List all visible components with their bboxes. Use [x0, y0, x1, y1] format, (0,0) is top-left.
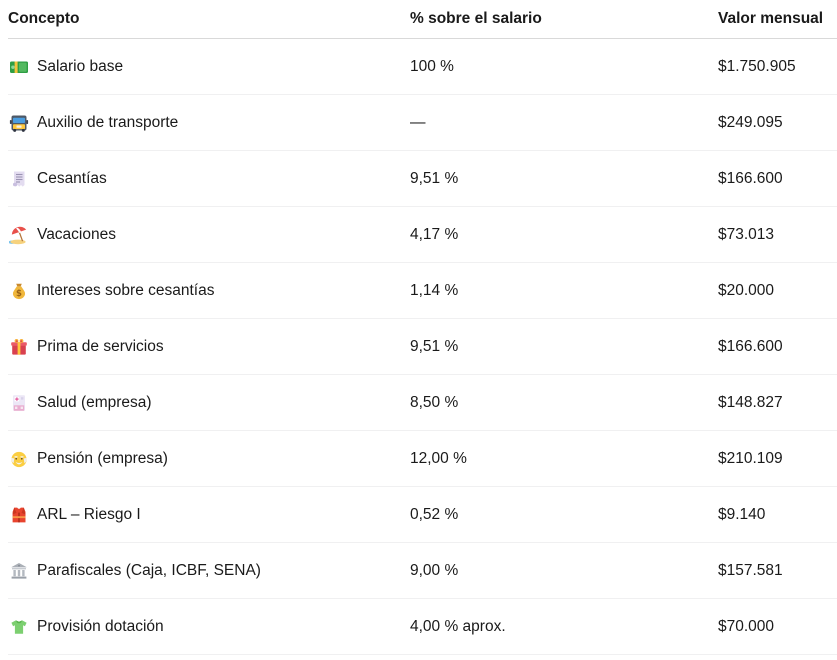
amount-value: $9.140	[718, 505, 766, 523]
percent-value: 4,17 %	[410, 225, 459, 243]
percent-value: 0,52 %	[410, 505, 459, 523]
percent-value: 1,14 %	[410, 281, 459, 299]
amount-value: $70.000	[718, 617, 775, 635]
bus-icon	[8, 113, 29, 133]
concept-label: ARL – Riesgo I	[37, 505, 141, 523]
header-concept: Concepto	[8, 10, 80, 27]
table-row: Vacaciones 4,17 % $73.013	[8, 207, 837, 263]
amount-value: $73.013	[718, 225, 775, 243]
beach-umbrella-icon	[8, 225, 29, 245]
table-row: Salario base 100 % $1.750.905	[8, 39, 837, 95]
table-row: $ Intereses sobre cesantías 1,14 % $20.00…	[8, 263, 837, 319]
amount-value: $166.600	[718, 337, 783, 355]
concept-label: Cesantías	[37, 169, 107, 187]
amount-value: $157.581	[718, 561, 783, 579]
percent-value: 4,00 % aprox.	[410, 617, 506, 635]
svg-text:$: $	[16, 288, 22, 298]
amount-value: $148.827	[718, 393, 783, 411]
table-row: Prima de servicios 9,51 % $166.600	[8, 319, 837, 375]
older-man-icon	[8, 449, 29, 469]
concept-label: Salario base	[37, 57, 124, 75]
percent-value: 9,51 %	[410, 337, 459, 355]
table-header-row: Concepto % sobre el salario Valor mensua…	[8, 0, 837, 39]
concept-label: Auxilio de transporte	[37, 113, 179, 131]
amount-value: $1.750.905	[718, 57, 796, 75]
concept-label: Salud (empresa)	[37, 393, 152, 411]
gift-icon	[8, 337, 29, 357]
amount-value: $20.000	[718, 281, 775, 299]
concept-label: Intereses sobre cesantías	[37, 281, 215, 299]
table-row: Cesantías 9,51 % $166.600	[8, 151, 837, 207]
concept-label: Parafiscales (Caja, ICBF, SENA)	[37, 561, 261, 579]
hospital-icon	[8, 393, 29, 413]
header-amount: Valor mensual	[718, 10, 824, 27]
concept-label: Pensión (empresa)	[37, 449, 168, 467]
table-row: Parafiscales (Caja, ICBF, SENA) 9,00 % $…	[8, 543, 837, 599]
concept-label: Prima de servicios	[37, 337, 164, 355]
amount-value: $166.600	[718, 169, 783, 187]
table-row: ARL – Riesgo I 0,52 % $9.140	[8, 487, 837, 543]
money-bag-icon: $	[8, 281, 29, 301]
table-row: Provisión dotación 4,00 % aprox. $70.000	[8, 599, 837, 655]
classical-building-icon	[8, 561, 29, 581]
receipt-icon	[8, 169, 29, 189]
header-percent: % sobre el salario	[410, 10, 542, 27]
safety-vest-icon	[8, 505, 29, 525]
money-banknote-icon	[8, 57, 29, 77]
amount-value: $210.109	[718, 449, 783, 467]
table-row: Pensión (empresa) 12,00 % $210.109	[8, 431, 837, 487]
concept-label: Provisión dotación	[37, 617, 164, 635]
amount-value: $249.095	[718, 113, 783, 131]
percent-value: 9,51 %	[410, 169, 459, 187]
t-shirt-icon	[8, 617, 29, 637]
table-row: Auxilio de transporte — $249.095	[8, 95, 837, 151]
percent-value: 100 %	[410, 57, 454, 75]
percent-value: 12,00 %	[410, 449, 467, 467]
table-row: Salud (empresa) 8,50 % $148.827	[8, 375, 837, 431]
percent-value: 9,00 %	[410, 561, 459, 579]
percent-value: —	[410, 113, 426, 131]
percent-value: 8,50 %	[410, 393, 459, 411]
concept-label: Vacaciones	[37, 225, 116, 243]
